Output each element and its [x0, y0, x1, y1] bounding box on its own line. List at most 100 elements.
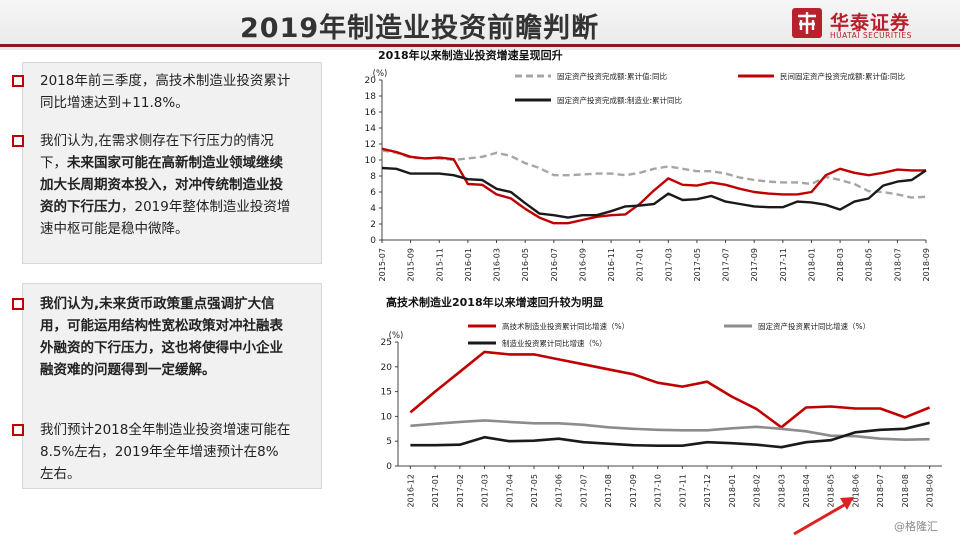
bullet-text: 我们认为,在需求侧存在下行压力的情况下，未来国家可能在高新制造业领域继续加大长周… — [40, 130, 292, 240]
y-tick-label: 10 — [365, 156, 377, 166]
x-tick-label: 2017-03 — [481, 474, 490, 507]
x-tick-label: 2017-10 — [654, 474, 663, 507]
x-tick-label: 2018-05 — [865, 248, 874, 281]
y-tick-label: 4 — [370, 204, 376, 214]
x-tick-label: 2018-08 — [901, 474, 910, 507]
bullet-text: 2018年前三季度，高技术制造业投资累计同比增速达到+11.8%。 — [40, 70, 292, 114]
legend-label: 民间固定资产投资完成额:累计值:同比 — [780, 71, 906, 81]
huatai-logo-icon — [792, 8, 822, 38]
brand-name-en: HUATAI SECURITIES — [830, 31, 912, 40]
bullet-text-part: 我们认为,在需求侧存在下行压力的情况下， — [40, 133, 274, 171]
series-line-3 — [381, 166, 927, 219]
x-tick-label: 2015-09 — [407, 248, 416, 281]
x-tick-label: 2018-09 — [922, 248, 931, 281]
bullet-text: 我们认为,未来货币政策重点强调扩大信用，可能运用结构性宽松政策对冲社融表外融资的… — [40, 293, 292, 381]
y-tick-label: 12 — [365, 140, 376, 150]
x-tick-label: 2016-05 — [521, 248, 530, 281]
bullet-item: 我们认为,未来货币政策重点强调扩大信用，可能运用结构性宽松政策对冲社融表外融资的… — [12, 293, 292, 381]
x-tick-label: 2015-11 — [435, 248, 444, 281]
title-divider — [0, 44, 960, 47]
bullet-text-part: 我们预计2018全年制造业投资增速可能在8.5%左右，2019年全年增速预计在8… — [40, 422, 291, 482]
trend-arrow-icon — [793, 497, 854, 536]
x-tick-label: 2016-03 — [493, 248, 502, 281]
x-tick-label: 2017-03 — [664, 248, 673, 281]
series-line-2 — [381, 147, 926, 225]
legend-label: 固定资产投资完成额:累计值:同比 — [557, 71, 668, 81]
x-tick-label: 2017-06 — [555, 474, 564, 507]
legend-label: 制造业投资累计同比增速（%） — [502, 338, 607, 348]
x-tick-label: 2016-11 — [607, 248, 616, 281]
x-tick-label: 2016-12 — [406, 474, 415, 507]
series-line-3 — [410, 421, 930, 449]
legend-label: 固定资产投资完成额:制造业:累计同比 — [557, 95, 683, 105]
x-tick-label: 2018-04 — [802, 474, 811, 507]
x-tick-label: 2018-05 — [827, 474, 836, 507]
x-tick-label: 2017-02 — [456, 474, 465, 507]
bullet-text-bold: 未来国家可能在高新制造业领域继续加大长周期资本投入，对冲传统制造业投资的下行压力 — [40, 155, 283, 215]
x-tick-label: 2017-05 — [530, 474, 539, 507]
y-tick-label: 10 — [381, 412, 393, 422]
page-title: 2019年制造业投资前瞻判断 — [240, 13, 600, 44]
y-tick-label: 0 — [386, 462, 392, 472]
x-tick-label: 2018-07 — [876, 474, 885, 507]
y-tick-label: 8 — [370, 172, 376, 182]
y-tick-label: 20 — [365, 76, 377, 86]
x-tick-label: 2015-07 — [378, 248, 387, 281]
series-line-1 — [409, 350, 931, 429]
brand-name-cn: 华泰证券 — [830, 12, 911, 34]
x-tick-label: 2017-07 — [722, 248, 731, 281]
chart-high-tech-investment: 0 5 10 15 20 25(%) 2016-12 2017-01 2017-02 2017-0… — [381, 321, 942, 507]
x-tick-label: 2018-03 — [777, 474, 786, 507]
x-tick-label: 2018-06 — [851, 474, 860, 507]
x-tick-label: 2017-05 — [693, 248, 702, 281]
y-tick-label: 6 — [370, 188, 376, 198]
y-tick-label: 18 — [365, 92, 377, 102]
x-tick-label: 2018-03 — [836, 248, 845, 281]
bullet-square-icon — [12, 298, 24, 310]
bullet-text-bold: 我们认为,未来货币政策重点强调扩大信用，可能运用结构性宽松政策对冲社融表外融资的… — [40, 296, 283, 378]
x-tick-label: 2016-09 — [578, 248, 587, 281]
x-tick-label: 2018-02 — [753, 474, 762, 507]
bullet-square-icon — [12, 75, 24, 87]
x-tick-label: 2017-09 — [750, 248, 759, 281]
x-tick-label: 2016-01 — [464, 248, 473, 281]
y-tick-label: 16 — [365, 108, 377, 118]
x-tick-label: 2018-01 — [728, 474, 737, 507]
x-tick-label: 2017-09 — [629, 474, 638, 507]
x-tick-label: 2017-11 — [678, 474, 687, 507]
x-tick-label: 2018-01 — [807, 248, 816, 281]
bullet-item: 我们认为,在需求侧存在下行压力的情况下，未来国家可能在高新制造业领域继续加大长周… — [12, 130, 292, 240]
brand-logo: 华泰证券 HUATAI SECURITIES — [792, 8, 952, 40]
x-tick-label: 2016-07 — [550, 248, 559, 281]
series-line-1 — [381, 149, 927, 199]
text-panel-top — [22, 62, 322, 264]
y-tick-label: 25 — [381, 338, 392, 348]
legend-label: 固定资产投资累计同比增速（%） — [758, 321, 870, 331]
bullet-item: 2018年前三季度，高技术制造业投资累计同比增速达到+11.8%。 — [12, 70, 292, 114]
y-tick-label: 15 — [381, 388, 392, 398]
bullet-item: 我们预计2018全年制造业投资增速可能在8.5%左右，2019年全年增速预计在8… — [12, 419, 292, 485]
bullet-text-part: ，2019年整体制造业投资增速中枢可能是稳中微降。 — [40, 199, 291, 237]
legend-label: 高技术制造业投资累计同比增速（%） — [502, 321, 629, 331]
y-tick-label: 14 — [365, 124, 377, 134]
x-tick-label: 2017-11 — [779, 248, 788, 281]
bullet-square-icon — [12, 135, 24, 147]
x-tick-label: 2018-07 — [893, 248, 902, 281]
chart-manufacturing-investment: 0 2 4 6 8 10 12 14 16 18 20(%) 2015-07 2015-09 2015-1… — [365, 69, 931, 281]
x-tick-label: 2017-12 — [703, 474, 712, 507]
chart2-title: 高技术制造业2018年以来增速回升较为明显 — [386, 296, 604, 309]
y-tick-label: 5 — [386, 437, 392, 447]
y-tick-label: 2 — [370, 220, 376, 230]
x-tick-label: 2017-04 — [505, 474, 514, 507]
chart1-title: 2018年以来制造业投资增速呈现回升 — [378, 49, 563, 62]
x-tick-label: 2017-07 — [579, 474, 588, 507]
y-axis-unit: (%) — [389, 331, 404, 341]
bullet-square-icon — [12, 424, 24, 436]
x-tick-label: 2017-01 — [431, 474, 440, 507]
x-tick-label: 2017-08 — [604, 474, 613, 507]
watermark: @格隆汇 — [894, 520, 938, 533]
text-panel-bottom — [22, 283, 322, 489]
bullet-text: 我们预计2018全年制造业投资增速可能在8.5%左右，2019年全年增速预计在8… — [40, 419, 292, 485]
y-tick-label: 20 — [381, 363, 393, 373]
y-tick-label: 0 — [370, 236, 376, 246]
